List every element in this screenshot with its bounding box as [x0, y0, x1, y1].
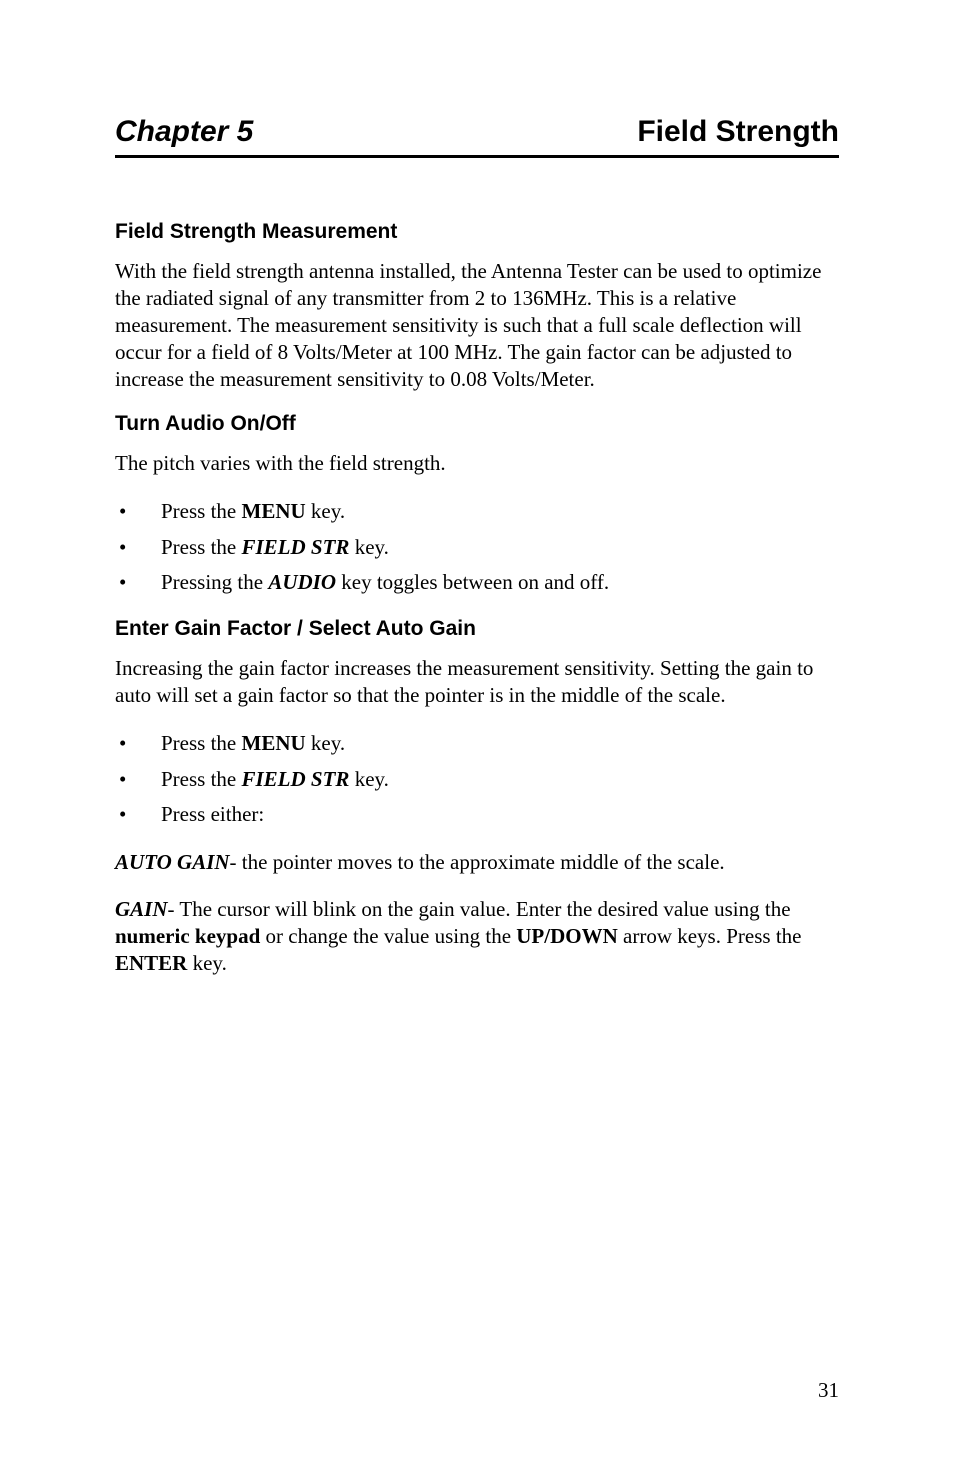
list-item: Press the MENU key. — [115, 497, 839, 526]
section-heading: Field Strength Measurement — [115, 220, 839, 244]
key-name: GAIN — [115, 897, 168, 921]
list-item: Press either: — [115, 800, 839, 829]
bullet-list: Press the MENU key. Press the FIELD STR … — [115, 497, 839, 597]
key-name: UP/DOWN — [516, 924, 618, 948]
body-paragraph: AUTO GAIN- the pointer moves to the appr… — [115, 849, 839, 876]
list-text: key. — [306, 731, 345, 755]
body-text: arrow keys. Press the — [618, 924, 802, 948]
list-text: Press the — [161, 731, 242, 755]
key-name: MENU — [242, 499, 306, 523]
list-text: Press the — [161, 499, 242, 523]
key-name: numeric keypad — [115, 924, 260, 948]
body-paragraph: The pitch varies with the field strength… — [115, 450, 839, 477]
key-name: AUDIO — [268, 570, 336, 594]
list-text: key. — [306, 499, 345, 523]
list-item: Press the MENU key. — [115, 729, 839, 758]
list-text: key toggles between on and off. — [336, 570, 609, 594]
key-name: FIELD STR — [242, 767, 350, 791]
section-heading: Enter Gain Factor / Select Auto Gain — [115, 617, 839, 641]
key-name: AUTO GAIN — [115, 850, 230, 874]
body-text: key. — [187, 951, 226, 975]
list-item: Press the FIELD STR key. — [115, 533, 839, 562]
list-text: Press the — [161, 767, 242, 791]
body-paragraph: Increasing the gain factor increases the… — [115, 655, 839, 709]
chapter-header: Chapter 5 Field Strength — [115, 115, 839, 149]
key-name: FIELD STR — [242, 535, 350, 559]
page: Chapter 5 Field Strength Field Strength … — [0, 0, 954, 1475]
list-item: Press the FIELD STR key. — [115, 765, 839, 794]
body-text: - The cursor will blink on the gain valu… — [168, 897, 791, 921]
chapter-rule — [115, 155, 839, 158]
list-text: key. — [349, 767, 388, 791]
key-name: MENU — [242, 731, 306, 755]
list-item: Pressing the AUDIO key toggles between o… — [115, 568, 839, 597]
list-text: Press either: — [161, 802, 264, 826]
list-text: Press the — [161, 535, 242, 559]
body-text: - the pointer moves to the approximate m… — [230, 850, 725, 874]
bullet-list: Press the MENU key. Press the FIELD STR … — [115, 729, 839, 829]
body-paragraph: GAIN- The cursor will blink on the gain … — [115, 896, 839, 977]
chapter-number: Chapter 5 — [115, 115, 253, 149]
body-paragraph: With the field strength antenna installe… — [115, 258, 839, 392]
key-name: ENTER — [115, 951, 187, 975]
list-text: Pressing the — [161, 570, 268, 594]
list-text: key. — [349, 535, 388, 559]
section-heading: Turn Audio On/Off — [115, 412, 839, 436]
body-text: or change the value using the — [260, 924, 516, 948]
chapter-title: Field Strength — [637, 115, 839, 149]
page-number: 31 — [818, 1378, 839, 1403]
